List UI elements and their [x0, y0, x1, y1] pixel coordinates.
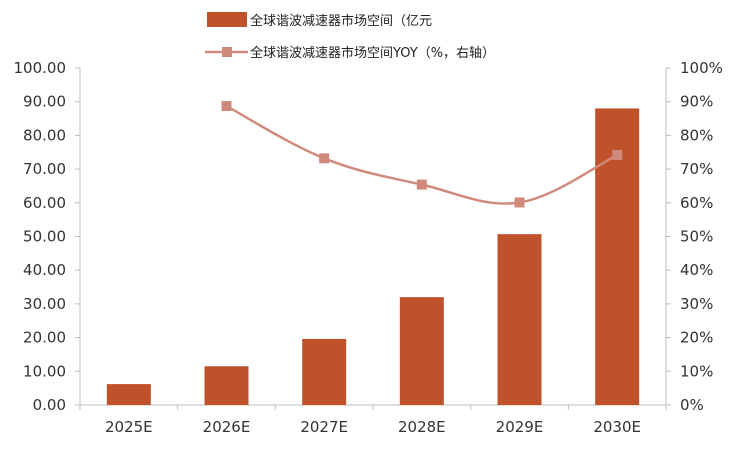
yoy-marker [514, 197, 525, 208]
y-left-tick-label: 20.00 [23, 329, 66, 347]
y-right-tick-label: 50% [680, 228, 713, 246]
y-left-tick-label: 90.00 [23, 93, 66, 111]
yoy-marker [319, 153, 330, 164]
y-left-tick-label: 100.00 [14, 59, 67, 77]
legend-swatch-bar [207, 12, 247, 27]
legend-label-line: 全球谐波减速器市场空间YOY（%，右轴） [250, 45, 495, 61]
y-left-tick-label: 0.00 [33, 396, 66, 414]
y-right-tick-label: 10% [680, 362, 713, 380]
bar-series [106, 108, 640, 405]
y-right-tick-label: 80% [680, 126, 713, 144]
bar [497, 234, 542, 405]
tick-labels: 0.00 10.00 20.00 30.00 40.00 50.00 60.00 70.00 8… [14, 59, 723, 436]
legend-label-bar: 全球谐波减速器市场空间（亿元 [250, 13, 432, 29]
y-left-tick-label: 80.00 [23, 126, 66, 144]
y-right-tick-label: 60% [680, 194, 713, 212]
yoy-marker [612, 149, 623, 160]
x-tick-label: 2029E [496, 418, 544, 436]
y-left-tick-label: 30.00 [23, 295, 66, 313]
x-tick-label: 2027E [300, 418, 348, 436]
yoy-marker [221, 101, 232, 112]
x-tick-label: 2026E [203, 418, 251, 436]
y-right-tick-label: 90% [680, 93, 713, 111]
axes [75, 67, 671, 410]
y-left-tick-label: 70.00 [23, 160, 66, 178]
y-left-tick-label: 50.00 [23, 228, 66, 246]
bar [399, 297, 444, 405]
bar [106, 384, 151, 405]
bar [204, 366, 249, 405]
y-right-tick-label: 0% [680, 396, 704, 414]
legend: 全球谐波减速器市场空间（亿元 全球谐波减速器市场空间YOY（%，右轴） [205, 12, 495, 61]
legend-marker-line [222, 47, 232, 57]
y-left-tick-label: 40.00 [23, 261, 66, 279]
y-right-tick-label: 40% [680, 261, 713, 279]
x-tick-label: 2028E [398, 418, 446, 436]
yoy-marker [416, 179, 427, 190]
y-left-tick-label: 60.00 [23, 194, 66, 212]
y-right-tick-label: 70% [680, 160, 713, 178]
y-right-tick-label: 30% [680, 295, 713, 313]
bar [302, 338, 347, 405]
x-tick-label: 2025E [105, 418, 153, 436]
y-left-tick-label: 10.00 [23, 362, 66, 380]
y-right-tick-label: 20% [680, 329, 713, 347]
x-tick-label: 2030E [593, 418, 641, 436]
y-right-tick-label: 100% [680, 59, 723, 77]
line-series [221, 101, 623, 208]
